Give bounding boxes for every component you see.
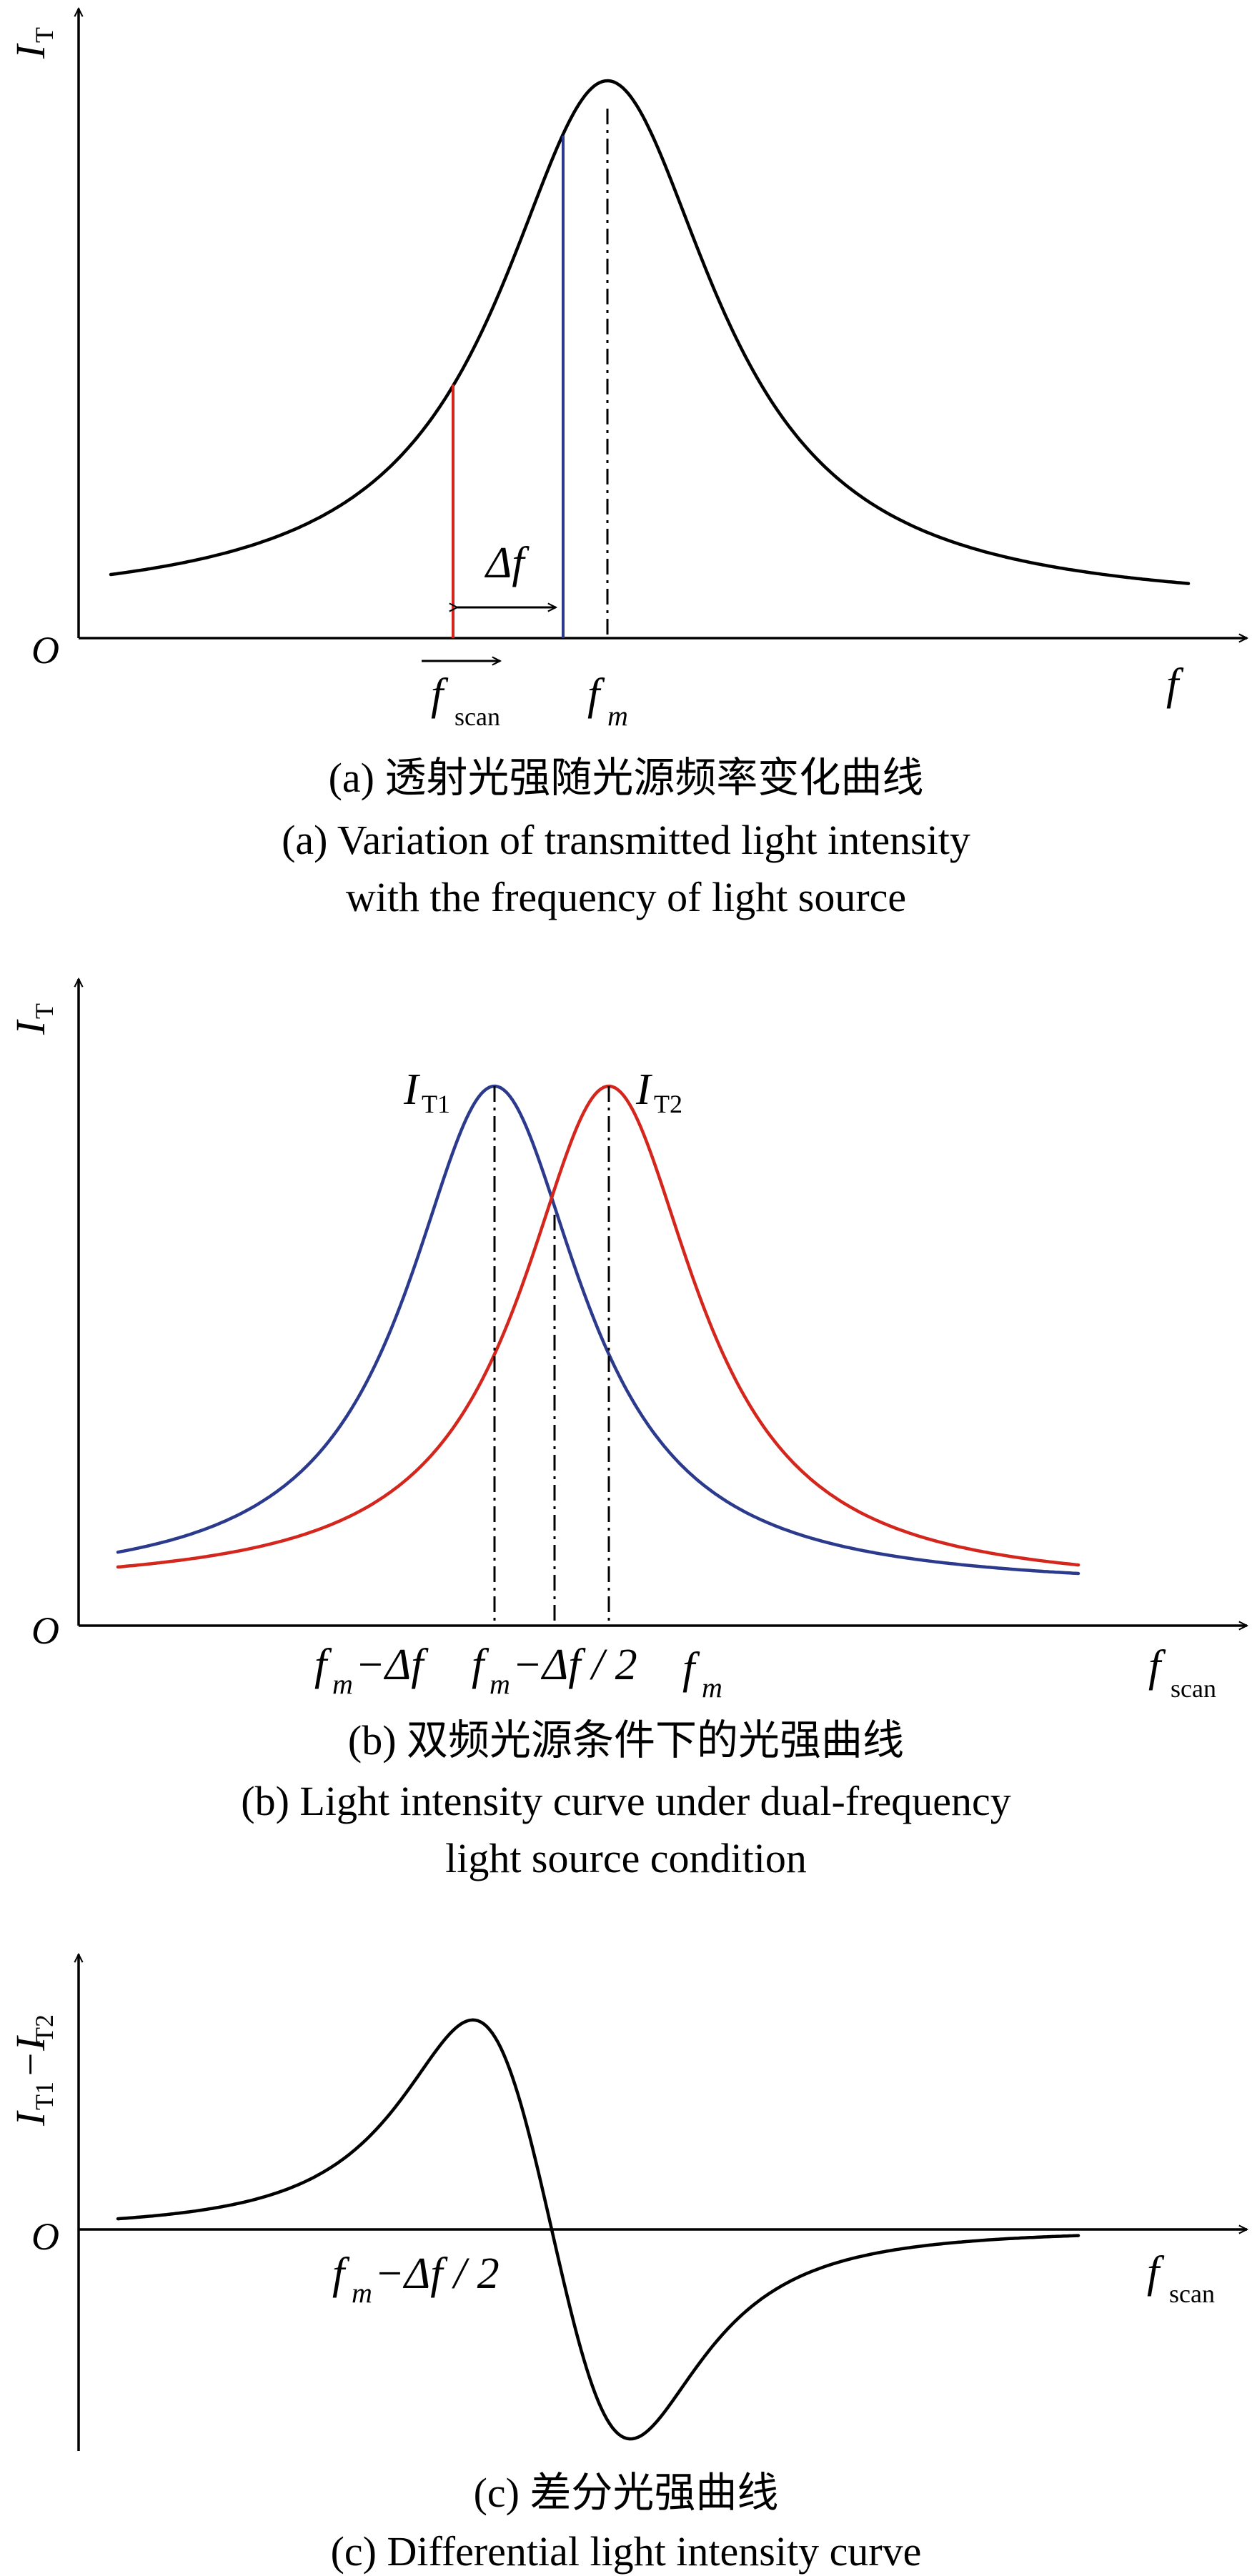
svg-text:I: I [7, 2110, 54, 2127]
panel-c-y-label: I T1 −I T2 [7, 2014, 59, 2127]
panel-a-origin: O [31, 629, 59, 672]
panel-b-tick-fm-minus-df: f m −Δf [314, 1641, 429, 1700]
svg-text:m: m [702, 1671, 722, 1704]
svg-text:T1: T1 [30, 2082, 59, 2110]
panel-c-differential-curve [116, 2018, 1080, 2441]
panel-a-fm-sub: m [607, 700, 628, 732]
panel-a-y-label: I T [7, 27, 59, 59]
svg-text:f: f [332, 2249, 350, 2298]
svg-text:I: I [7, 1019, 54, 1035]
svg-text:f: f [472, 1641, 490, 1689]
svg-text:−Δf / 2: −Δf / 2 [374, 2249, 500, 2298]
panel-b-curve-it1 [116, 1084, 1080, 1576]
panel-b-tick-fm-minus-half-df: f m −Δf / 2 [472, 1641, 637, 1700]
panel-c-x-label: f [1147, 2248, 1165, 2297]
svg-text:−I: −I [7, 2035, 54, 2079]
svg-text:f: f [682, 1644, 700, 1693]
panel-b-caption-en-1: (b) Light intensity curve under dual-fre… [241, 1778, 1010, 1824]
panel-c-caption-cn: (c) 差分光强曲线 [474, 2470, 779, 2516]
panel-a-fscan-label: f [431, 670, 449, 719]
svg-text:−Δf / 2: −Δf / 2 [512, 1641, 637, 1689]
panel-b-origin: O [31, 1609, 59, 1652]
svg-text:m: m [352, 2277, 372, 2309]
panel-a-intensity-curve [109, 79, 1191, 585]
panel-c-tick-fm-minus-half-df: f m −Δf / 2 [332, 2249, 500, 2309]
panel-a-caption-cn: (a) 透射光强随光源频率变化曲线 [329, 755, 924, 801]
svg-text:T: T [30, 1003, 59, 1019]
panel-a-caption-en-2: with the frequency of light source [346, 874, 906, 920]
panel-c-origin: O [31, 2215, 59, 2258]
panel-b-x-label: f [1148, 1642, 1166, 1691]
panel-b-label-it2: I [635, 1065, 653, 1114]
svg-text:I: I [7, 43, 54, 59]
panel-a-x-label: f [1166, 660, 1184, 709]
panel-c-x-label-sub: scan [1169, 2279, 1215, 2308]
panel-c-caption-en: (c) Differential light intensity curve [331, 2528, 922, 2575]
panel-b-y-label: I T [7, 1003, 59, 1035]
svg-text:m: m [332, 1668, 353, 1700]
svg-text:T2: T2 [30, 2014, 59, 2043]
panel-b-label-it2-sub: T2 [654, 1090, 682, 1118]
panel-c: I T1 −I T2 O f m −Δf / 2 f scan (c) 差分光强… [7, 1954, 1247, 2575]
panel-a-fscan-sub: scan [454, 702, 500, 731]
panel-a-fm-label: f [587, 670, 605, 719]
panel-a-caption-en-1: (a) Variation of transmitted light inten… [282, 817, 970, 863]
panel-b-x-label-sub: scan [1171, 1674, 1216, 1703]
panel-a: I T O f Δf f scan f m (a) 透射光强随光源频率变化曲线 … [7, 9, 1247, 920]
panel-b-caption-en-2: light source condition [445, 1835, 807, 1881]
panel-b-caption-cn: (b) 双频光源条件下的光强曲线 [348, 1717, 904, 1764]
panel-a-delta-label: Δf [484, 539, 530, 587]
panel-b: I T O I T1 I T2 f m −Δf f m −Δf / 2 f m … [7, 979, 1247, 1881]
panel-b-label-it1-sub: T1 [422, 1090, 450, 1118]
svg-text:T: T [30, 27, 59, 43]
panel-b-label-it1: I [403, 1065, 421, 1114]
svg-text:m: m [490, 1668, 510, 1700]
panel-b-tick-fm: f m [682, 1644, 722, 1704]
svg-text:−Δf: −Δf [355, 1641, 429, 1689]
panel-b-curve-it2 [116, 1084, 1080, 1569]
svg-text:f: f [314, 1641, 332, 1689]
